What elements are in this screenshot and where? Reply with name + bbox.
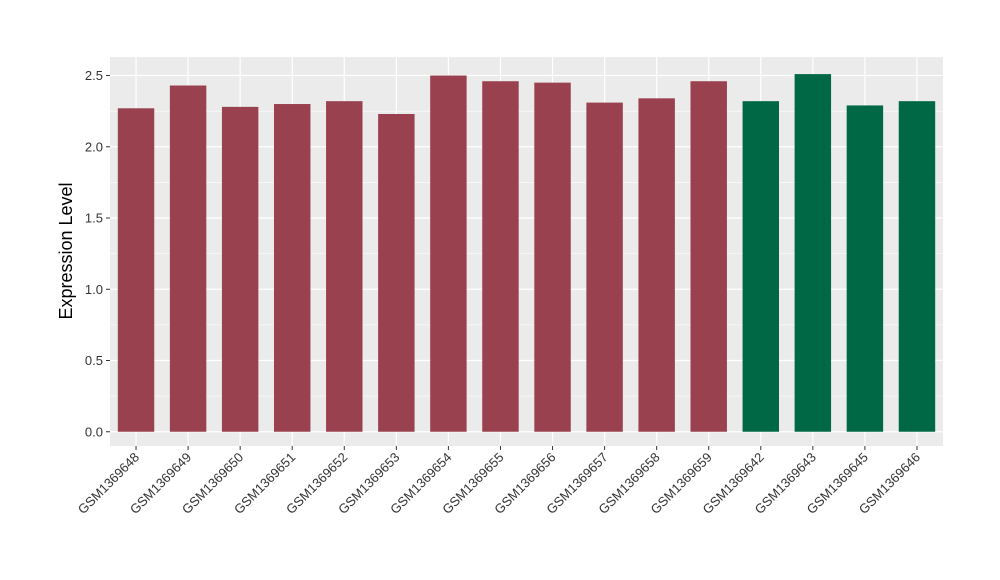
bar-GSM1369657 [586, 102, 623, 432]
bar-GSM1369642 [742, 101, 780, 432]
y-tick-label: 1.5 [85, 211, 103, 226]
bar-GSM1369659 [690, 81, 727, 432]
bar-GSM1369654 [430, 75, 467, 432]
bar-GSM1369658 [638, 98, 675, 432]
bar-GSM1369656 [534, 82, 571, 432]
y-tick-label: 0.0 [85, 424, 103, 439]
bar-GSM1369655 [482, 81, 519, 432]
bar-GSM1369643 [794, 74, 832, 432]
y-tick-label: 2.5 [85, 68, 103, 83]
bar-GSM1369649 [169, 85, 207, 432]
bar-GSM1369653 [378, 113, 415, 432]
y-tick-label: 2.0 [85, 139, 103, 154]
bars [117, 74, 936, 432]
bar-GSM1369648 [117, 108, 155, 432]
bar-GSM1369651 [273, 104, 311, 432]
bar-GSM1369646 [898, 101, 936, 432]
y-axis-ticks: 0.0 0.5 1.0 1.5 2.0 2.5 [85, 68, 110, 439]
x-axis-ticks: GSM1369648GSM1369649GSM1369650GSM1369651… [75, 446, 923, 517]
y-tick-label: 0.5 [85, 353, 103, 368]
bar-GSM1369650 [221, 106, 259, 432]
bar-GSM1369652 [326, 101, 363, 432]
bar-GSM1369645 [846, 105, 884, 432]
y-tick-label: 1.0 [85, 282, 103, 297]
y-axis-title: Expression Level [56, 182, 76, 319]
